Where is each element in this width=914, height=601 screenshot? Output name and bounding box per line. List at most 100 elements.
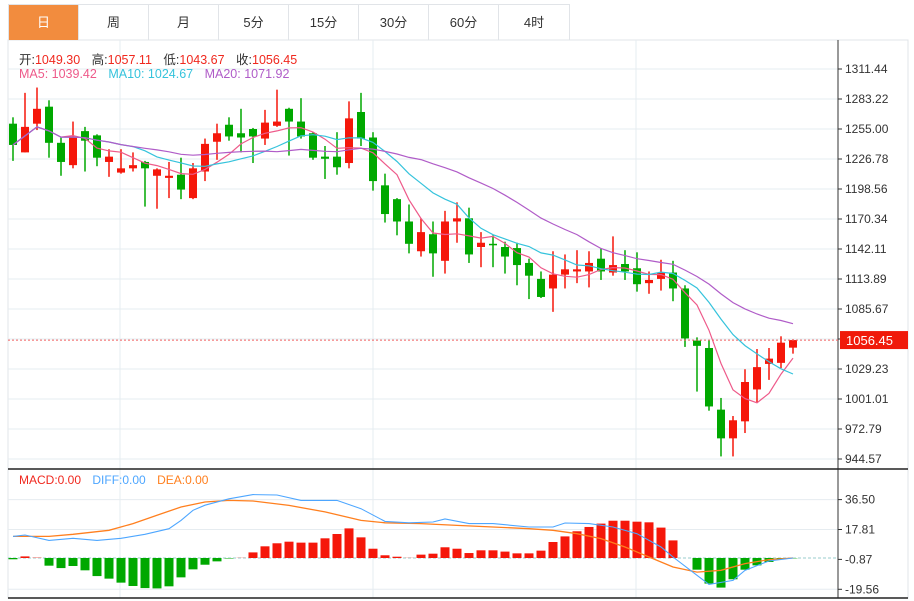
low-value: 1043.67: [179, 53, 225, 67]
candle-down: [597, 258, 605, 272]
candle-up: [33, 108, 41, 124]
candle-down: [489, 243, 497, 246]
tab-5min[interactable]: 5分: [219, 5, 289, 40]
open-value: 1049.30: [34, 53, 81, 67]
macd-bar: [464, 553, 474, 558]
candle-down: [369, 137, 377, 182]
candle-up: [21, 126, 29, 153]
candle-down: [393, 199, 401, 222]
macd-bar: [56, 558, 66, 569]
macd-bar: [452, 548, 462, 558]
macd-bar: [44, 558, 54, 566]
candle-down: [297, 121, 305, 137]
macd-bar: [176, 558, 186, 578]
macd-value: MACD:0.00: [19, 473, 82, 487]
ma5-value: MA5: 1039.42: [19, 67, 97, 81]
macd-bar: [632, 521, 642, 558]
candle-up: [153, 169, 161, 176]
macd-bar: [476, 550, 486, 558]
price-tick-label: 1001.01: [845, 392, 889, 406]
macd-bar: [92, 558, 102, 577]
candle-up: [417, 232, 425, 252]
macd-bar: [512, 553, 522, 558]
candle-down: [93, 135, 101, 158]
candle-down: [333, 156, 341, 168]
candle-up: [69, 137, 77, 166]
tab-month[interactable]: 月: [149, 5, 219, 40]
candle-down: [693, 340, 701, 346]
tab-4hour[interactable]: 4时: [523, 15, 545, 30]
candle-up: [609, 265, 617, 273]
candle-up: [165, 175, 173, 178]
tab-15min[interactable]: 15分: [289, 5, 359, 40]
macd-bar: [68, 558, 78, 566]
ma-info: MA5: 1039.42 MA10: 1024.67 MA20: 1071.92: [19, 67, 297, 81]
candle-down: [705, 347, 713, 407]
macd-bar: [716, 558, 726, 588]
macd-bar: [428, 553, 438, 558]
macd-bar: [104, 558, 114, 579]
macd-bar: [572, 531, 582, 558]
ma5-line: [12, 126, 794, 404]
macd-bar: [188, 558, 198, 570]
macd-tick-label: 36.50: [845, 493, 875, 507]
macd-bar: [668, 540, 678, 558]
candle-down: [81, 131, 89, 141]
macd-bar: [368, 548, 378, 558]
tab-week[interactable]: 周: [79, 5, 149, 40]
macd-bar: [212, 558, 222, 562]
tab-day[interactable]: 日: [9, 5, 79, 40]
candle-up: [441, 221, 449, 261]
candle-up: [189, 168, 197, 199]
ohlc-info: 开:1049.30 高:1057.11 低:1043.67 收:1056.45: [19, 49, 305, 68]
price-tick-label: 1142.11: [845, 242, 887, 256]
macd-bar: [308, 542, 318, 558]
candle-up: [105, 156, 113, 162]
macd-bar: [356, 537, 366, 558]
price-tick-label: 1170.34: [845, 212, 888, 226]
period-tabs: 日 周 月 5分 15分 30分 60分 4时: [8, 4, 570, 40]
candle-down: [225, 124, 233, 137]
candle-up: [789, 340, 797, 348]
macd-bar: [596, 523, 606, 558]
macd-bar: [584, 526, 594, 558]
candle-down: [45, 106, 53, 143]
macd-bar: [200, 558, 210, 565]
price-tick-label: 1283.22: [845, 92, 889, 106]
close-value: 1056.45: [252, 53, 298, 67]
dea-line: [13, 499, 794, 573]
macd-bar: [140, 558, 150, 589]
candle-down: [633, 268, 641, 285]
candle-up: [573, 269, 581, 272]
candle-up: [129, 165, 137, 169]
close-label: 收:: [236, 53, 253, 67]
high-value: 1057.11: [107, 53, 152, 67]
price-tick-label: 1029.23: [845, 362, 889, 376]
candle-up: [549, 274, 557, 289]
candle-up: [117, 168, 125, 173]
candle-up: [657, 272, 665, 279]
ma10-line: [12, 126, 794, 375]
macd-tick-label: -0.87: [845, 552, 873, 566]
macd-bar: [536, 550, 546, 558]
dea-value: DEA:0.00: [157, 473, 209, 487]
candle-down: [9, 123, 17, 145]
candle-down: [285, 108, 293, 122]
macd-bar: [320, 538, 330, 558]
candle-down: [681, 288, 689, 339]
tab-60min[interactable]: 60分: [429, 5, 499, 40]
tab-30min[interactable]: 30分: [359, 5, 429, 40]
macd-bar: [260, 546, 270, 558]
candle-down: [357, 111, 365, 139]
diff-value: DIFF:0.00: [92, 473, 146, 487]
macd-info: MACD:0.00 DIFF:0.00 DEA:0.00: [19, 473, 216, 487]
candle-up: [729, 420, 737, 439]
open-label: 开:: [19, 53, 35, 67]
price-tick-label: 1198.56: [845, 182, 888, 196]
candle-down: [429, 234, 437, 254]
candle-down: [381, 185, 389, 215]
macd-bar: [656, 527, 666, 558]
candle-down: [321, 156, 329, 159]
macd-bar: [80, 558, 90, 571]
